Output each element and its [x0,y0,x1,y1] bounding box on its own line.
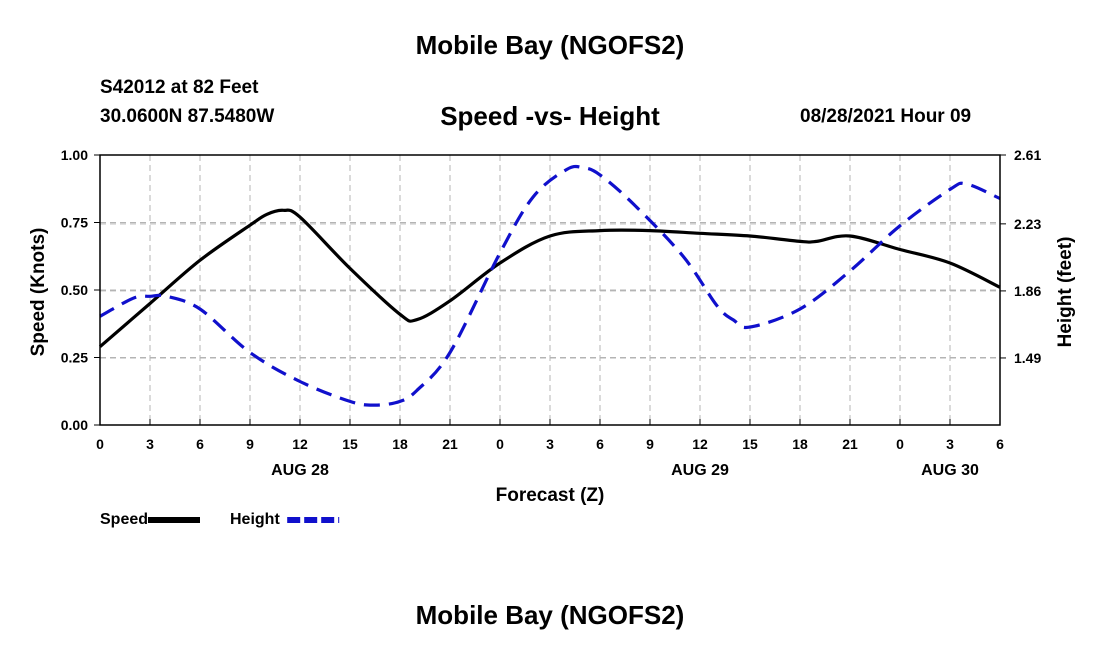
x-tick-label: 15 [342,436,358,452]
x-tick-label: 0 [896,436,904,452]
y-right-tick-label: 2.61 [1014,147,1041,163]
forecast-datetime: 08/28/2021 Hour 09 [800,106,972,127]
x-tick-label: 15 [742,436,758,452]
y-right-tick-label: 1.86 [1014,283,1041,299]
x-tick-label: 21 [842,436,858,452]
grid-layer [100,155,1000,425]
x-tick-label: 6 [196,436,204,452]
x-tick-label: 3 [946,436,954,452]
legend-label-speed: Speed [100,511,148,528]
chart-subtitle: Speed -vs- Height [440,101,660,131]
footer-title: Mobile Bay (NGOFS2) [415,600,685,630]
axis-layer: 0 3 6 9 12 15 18 21 0 3 6 9 12 15 18 21 0 3 6 0.00 0.25 0.50 0… [28,147,1076,506]
y-left-tick-label: 0.00 [61,417,88,433]
x-tick-label: 12 [692,436,708,452]
x-tick-label: 6 [996,436,1004,452]
date-label: AUG 28 [271,462,329,479]
x-tick-label: 9 [246,436,254,452]
station-label: S42012 at 82 Feet [100,77,259,98]
date-label: AUG 29 [671,462,729,479]
y-right-axis-title: Height (feet) [1055,237,1076,348]
x-tick-label: 18 [392,436,408,452]
x-tick-label: 6 [596,436,604,452]
x-tick-label: 12 [292,436,308,452]
y-right-tick-label: 2.23 [1014,216,1041,232]
legend-label-height: Height [230,511,280,528]
y-right-tick-label: 1.49 [1014,350,1041,366]
x-tick-label: 9 [646,436,654,452]
y-left-tick-label: 0.25 [61,350,88,366]
y-left-tick-label: 0.75 [61,215,88,231]
date-label: AUG 30 [921,462,979,479]
y-left-axis-title: Speed (Knots) [28,228,49,357]
x-tick-label: 18 [792,436,808,452]
x-axis-title: Forecast (Z) [496,485,605,506]
x-tick-label: 3 [146,436,154,452]
coordinates-label: 30.0600N 87.5480W [100,106,275,127]
x-tick-label: 0 [496,436,504,452]
series-line-height [99,164,1001,407]
chart-title: Mobile Bay (NGOFS2) [415,30,685,60]
x-tick-label: 3 [546,436,554,452]
x-tick-label: 21 [442,436,458,452]
x-tick-label: 0 [96,436,104,452]
series-layer [98,164,1001,407]
y-left-tick-label: 0.50 [61,282,88,298]
y-left-tick-label: 1.00 [61,147,88,163]
legend: Speed Height [100,511,340,528]
